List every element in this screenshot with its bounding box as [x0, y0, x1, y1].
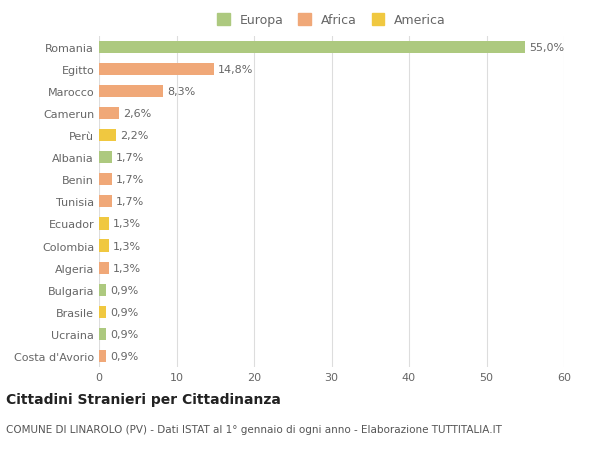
Bar — [99, 196, 112, 208]
Text: COMUNE DI LINAROLO (PV) - Dati ISTAT al 1° gennaio di ogni anno - Elaborazione T: COMUNE DI LINAROLO (PV) - Dati ISTAT al … — [6, 425, 502, 435]
Text: 0,9%: 0,9% — [110, 285, 138, 295]
Text: 2,6%: 2,6% — [123, 109, 151, 119]
Bar — [99, 218, 109, 230]
Text: 1,7%: 1,7% — [116, 197, 145, 207]
Text: 14,8%: 14,8% — [218, 65, 253, 75]
Bar — [99, 174, 112, 186]
Bar — [99, 350, 106, 362]
Bar — [99, 130, 116, 142]
Text: 1,7%: 1,7% — [116, 153, 145, 163]
Text: 1,3%: 1,3% — [113, 219, 141, 229]
Bar — [99, 152, 112, 164]
Text: 0,9%: 0,9% — [110, 307, 138, 317]
Text: 55,0%: 55,0% — [529, 43, 564, 53]
Bar — [99, 262, 109, 274]
Bar — [99, 86, 163, 98]
Bar — [99, 240, 109, 252]
Bar — [99, 42, 525, 54]
Text: 8,3%: 8,3% — [167, 87, 196, 97]
Legend: Europa, Africa, America: Europa, Africa, America — [217, 14, 446, 27]
Bar — [99, 306, 106, 318]
Text: 1,3%: 1,3% — [113, 241, 141, 251]
Text: 0,9%: 0,9% — [110, 351, 138, 361]
Text: 1,7%: 1,7% — [116, 175, 145, 185]
Text: 2,2%: 2,2% — [120, 131, 148, 141]
Text: Cittadini Stranieri per Cittadinanza: Cittadini Stranieri per Cittadinanza — [6, 392, 281, 406]
Bar — [99, 108, 119, 120]
Bar — [99, 64, 214, 76]
Bar — [99, 284, 106, 296]
Text: 0,9%: 0,9% — [110, 329, 138, 339]
Bar — [99, 328, 106, 340]
Text: 1,3%: 1,3% — [113, 263, 141, 273]
